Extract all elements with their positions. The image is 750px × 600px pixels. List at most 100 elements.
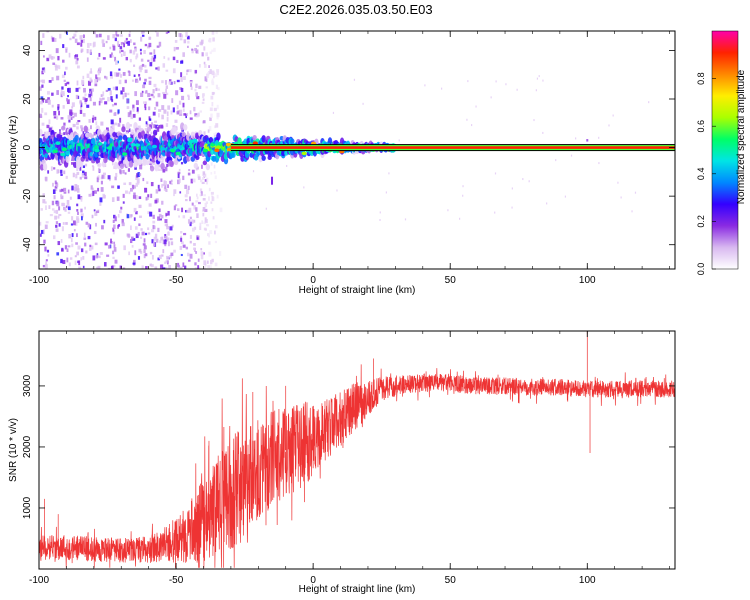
heatmap-cell: [189, 196, 191, 202]
heatmap-cell: [201, 220, 204, 224]
heatmap-cell: [40, 96, 44, 99]
heatmap-cell: [51, 104, 54, 108]
heatmap-cell: [84, 171, 87, 177]
x-tick-label: -100: [29, 275, 49, 286]
heatmap-cell: [169, 226, 173, 231]
heatmap-cell: [164, 166, 168, 172]
heatmap-cell: [196, 193, 198, 197]
heatmap-cell: [198, 201, 201, 205]
heatmap-cell: [151, 255, 154, 260]
heatmap-cell: [201, 164, 203, 169]
heatmap-cell: [95, 254, 99, 259]
heatmap-cell: [133, 207, 137, 213]
heatmap-cell: [195, 207, 198, 212]
heatmap-cell: [146, 181, 149, 184]
heatmap-cell: [142, 31, 145, 34]
heatmap-cell: [213, 107, 217, 112]
heatmap-cell: [112, 45, 116, 51]
heatmap-cell: [141, 146, 147, 151]
heatmap-cell: [195, 92, 198, 97]
heatmap-cell: [109, 90, 112, 96]
heatmap-cell: [99, 197, 103, 203]
heatmap-cell: [119, 169, 122, 173]
heatmap-cell: [151, 239, 154, 244]
heatmap-cell: [74, 56, 77, 60]
heatmap-cell: [126, 106, 130, 109]
heatmap-cell: [113, 224, 116, 230]
heatmap-cell: [177, 173, 180, 179]
heatmap-cell: [136, 107, 139, 111]
heatmap-cell: [145, 266, 148, 269]
heatmap-cell: [447, 209, 449, 212]
heatmap-cell: [200, 39, 204, 44]
heatmap-cell: [138, 248, 142, 253]
heatmap-cell: [97, 71, 100, 76]
heatmap-cell: [111, 185, 115, 189]
heatmap-cell: [193, 205, 196, 210]
heatmap-cell: [511, 206, 513, 209]
heatmap-cell: [203, 64, 207, 68]
heatmap-cell: [97, 77, 101, 81]
heatmap-cell: [179, 38, 183, 41]
heatmap-cell: [171, 224, 174, 228]
heatmap-cell: [196, 213, 199, 219]
heatmap-cell: [116, 196, 120, 201]
heatmap-cell: [195, 251, 198, 254]
heatmap-cell: [143, 253, 146, 259]
heatmap-cell: [115, 31, 118, 36]
heatmap-cell: [84, 176, 88, 180]
heatmap-cell: [157, 93, 161, 98]
heatmap-cell: [110, 238, 112, 244]
heatmap-cell: [176, 208, 180, 211]
heatmap-cell: [111, 127, 115, 131]
heatmap-cell: [122, 96, 125, 100]
heatmap-cell: [74, 31, 78, 33]
heatmap-cell: [81, 216, 83, 221]
heatmap-cell: [200, 179, 203, 183]
heatmap-cell: [175, 151, 181, 156]
heatmap-cell: [466, 118, 468, 121]
heatmap-cell: [51, 92, 54, 96]
heatmap-cell: [505, 83, 507, 86]
heatmap-cell: [67, 87, 71, 93]
heatmap-cell: [117, 214, 120, 218]
heatmap-cell: [150, 93, 154, 97]
heatmap-cell: [158, 254, 161, 259]
heatmap-cell: [78, 28, 80, 30]
heatmap-cell: [140, 228, 143, 231]
heatmap-cell: [161, 200, 164, 205]
heatmap-cell: [167, 210, 170, 216]
heatmap-cell: [167, 231, 170, 236]
heatmap-cell: [78, 196, 80, 199]
heatmap-cell: [58, 65, 61, 70]
heatmap-cell: [156, 127, 160, 132]
heatmap-cell: [76, 211, 80, 215]
heatmap-cell: [178, 178, 181, 183]
heatmap-cell: [182, 262, 185, 268]
heatmap-cell: [168, 265, 172, 269]
heatmap-cell: [209, 69, 212, 74]
heatmap-cell: [199, 64, 201, 68]
heatmap-cell: [69, 196, 72, 200]
heatmap-cell: [163, 135, 168, 142]
heatmap-cell: [161, 183, 165, 187]
heatmap-cell: [140, 236, 143, 239]
heatmap-cell: [127, 168, 130, 172]
heatmap-cell: [134, 143, 141, 147]
heatmap-cell: [132, 50, 136, 55]
heatmap-cell: [129, 187, 133, 192]
heatmap-cell: [132, 107, 135, 112]
heatmap-cell: [169, 160, 174, 168]
heatmap-cell: [150, 193, 153, 198]
x-tick-label: -50: [169, 275, 184, 286]
heatmap-cell: [216, 132, 221, 141]
heatmap-cell: [182, 52, 185, 57]
heatmap-cell: [113, 112, 117, 116]
heatmap-cell: [83, 34, 85, 38]
heatmap-cell: [195, 115, 199, 118]
heatmap-cell: [51, 77, 54, 81]
heatmap-cell: [112, 34, 116, 39]
y-tick-label: 40: [22, 44, 33, 56]
heatmap-cell: [188, 259, 191, 262]
heatmap-cell: [70, 223, 74, 226]
